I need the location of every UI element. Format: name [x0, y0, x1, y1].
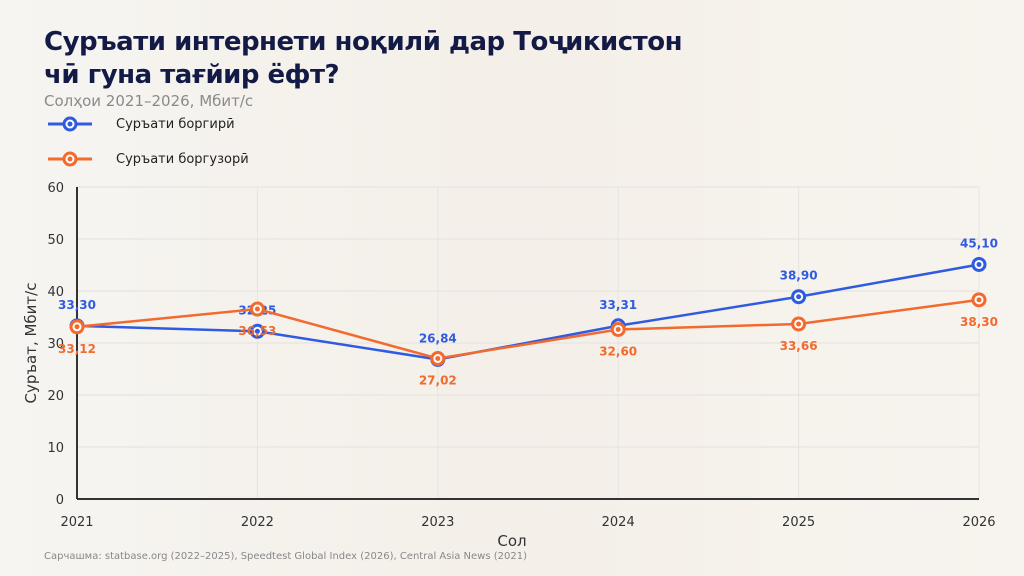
- legend-marker-icon: [48, 116, 92, 132]
- data-label: 33,66: [780, 339, 818, 353]
- legend-item-download: Суръати боргирӣ: [46, 116, 235, 132]
- data-point-center: [796, 294, 802, 300]
- chart-subtitle: Солҳои 2021–2026, Мбит/с: [44, 92, 254, 110]
- data-label: 33,31: [599, 298, 637, 312]
- data-point-center: [74, 324, 80, 330]
- series-line-0: [76, 263, 980, 361]
- legend-label: Суръати боргирӣ: [116, 116, 235, 132]
- source-note: Сарчашма: statbase.org (2022–2025), Spee…: [44, 551, 528, 562]
- data-label: 33,30: [58, 298, 96, 312]
- y-tick-label: 60: [47, 181, 64, 196]
- x-tick-label: 2026: [962, 515, 995, 530]
- y-tick-label: 10: [47, 441, 64, 456]
- y-tick-label: 20: [47, 389, 64, 404]
- data-point-center: [976, 297, 982, 303]
- data-label: 27,02: [419, 373, 457, 387]
- data-label: 38,90: [780, 269, 818, 283]
- title-line-2: чӣ гуна тағйир ёфт?: [44, 60, 340, 90]
- y-axis-title: Суръат, Мбит/с: [22, 283, 40, 404]
- data-label: 36,53: [238, 324, 276, 338]
- series-line-1: [76, 298, 980, 360]
- legend-label: Суръати боргузорӣ: [116, 151, 249, 167]
- data-label: 45,10: [960, 236, 998, 250]
- x-axis-title: Сол: [497, 532, 526, 550]
- data-label: 32,60: [599, 344, 637, 358]
- x-tick-label: 2021: [60, 515, 93, 530]
- data-point-center: [796, 321, 802, 327]
- data-label: 38,30: [960, 315, 998, 329]
- data-label: 26,84: [419, 331, 457, 345]
- data-point-center: [976, 261, 982, 267]
- x-tick-label: 2025: [782, 515, 815, 530]
- y-tick-label: 50: [47, 233, 64, 248]
- data-point-center: [435, 355, 441, 361]
- x-tick-label: 2022: [241, 515, 274, 530]
- y-tick-label: 40: [47, 285, 64, 300]
- legend-item-upload: Суръати боргузорӣ: [46, 151, 249, 167]
- x-tick-label: 2024: [602, 515, 635, 530]
- chart-title: Суръати интернети ноқилӣ дар Тоҷикистон ч…: [44, 26, 683, 92]
- data-point-center: [254, 306, 260, 312]
- data-point-center: [615, 326, 621, 332]
- title-line-1: Суръати интернети ноқилӣ дар Тоҷикистон: [44, 27, 683, 57]
- legend-marker-icon: [48, 151, 92, 167]
- y-tick-label: 0: [56, 493, 64, 508]
- x-tick-label: 2023: [421, 515, 454, 530]
- data-label: 33,12: [58, 342, 96, 356]
- data-point-center: [254, 328, 260, 334]
- y-tick-label: 30: [47, 337, 64, 352]
